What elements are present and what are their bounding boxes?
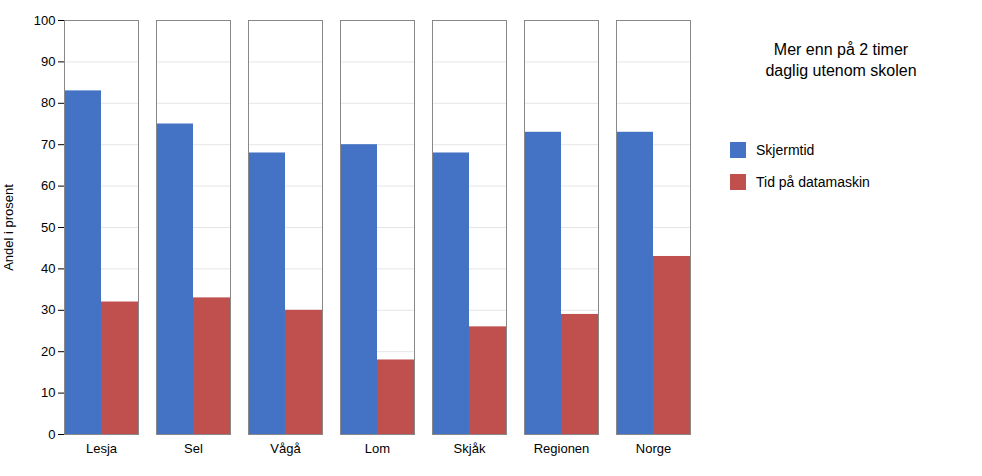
svg-text:90: 90 <box>41 54 55 69</box>
html-text:Skjermtid: Skjermtid <box>756 141 815 158</box>
svg-text:20: 20 <box>41 344 55 359</box>
svg-text:40: 40 <box>41 261 55 276</box>
svg-text:Vågå: Vågå <box>270 441 301 456</box>
svg-text:100: 100 <box>34 13 56 28</box>
svg-text:10: 10 <box>41 385 55 400</box>
html-text:Mer enn på 2 timer daglig uten: Mer enn på 2 timer daglig utenom skolen <box>765 41 917 79</box>
svg-text:Andel i prosent: Andel i prosent <box>1 184 16 271</box>
svg-text:Lom: Lom <box>365 441 390 456</box>
svg-text:Sel: Sel <box>184 441 203 456</box>
svg-text:50: 50 <box>41 220 55 235</box>
svg-text:Skjåk: Skjåk <box>454 441 486 456</box>
svg-text:Norge: Norge <box>636 441 671 456</box>
svg-text:0: 0 <box>48 427 55 442</box>
html-text:Tid på datamaskin: Tid på datamaskin <box>756 173 870 190</box>
svg-text:Regionen: Regionen <box>534 441 590 456</box>
svg-text:60: 60 <box>41 178 55 193</box>
svg-text:Lesja: Lesja <box>86 441 118 456</box>
svg-text:30: 30 <box>41 302 55 317</box>
svg-text:80: 80 <box>41 95 55 110</box>
svg-text:70: 70 <box>41 137 55 152</box>
